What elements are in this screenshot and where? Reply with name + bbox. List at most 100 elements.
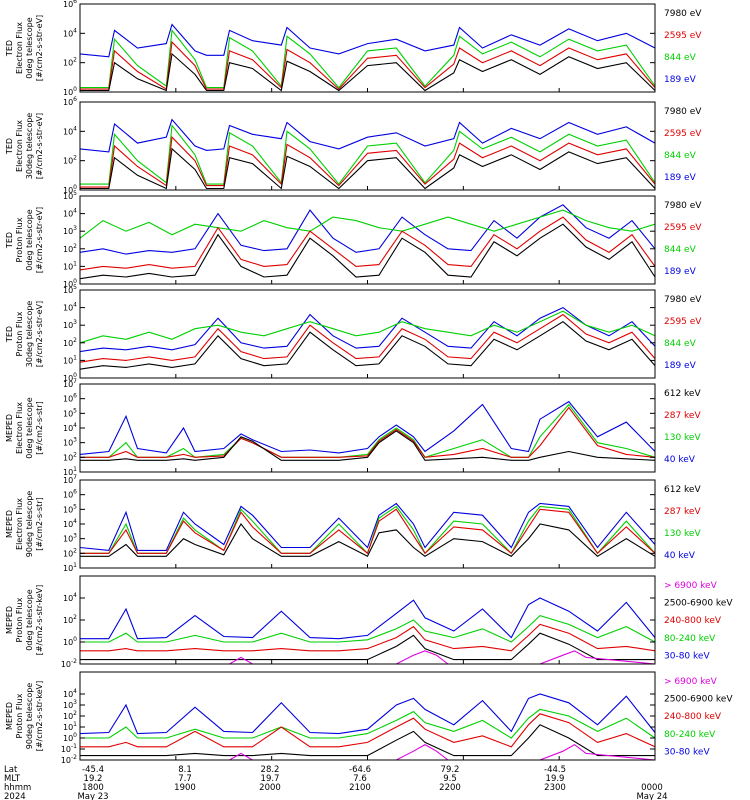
panel-2-series-2 [79, 216, 656, 271]
xaxis-tick-1-row-1: 7.7 [178, 774, 192, 784]
xaxis-tick-0-row-0: -45.4 [82, 765, 104, 775]
panel-5-ytick-label-4: 105 [63, 503, 77, 514]
panel-5-ylabel-0: MEPED [5, 510, 14, 538]
panel-1-legend-1: 2595 eV [664, 129, 702, 139]
panel-2-legend-1: 2595 eV [664, 223, 702, 233]
panel-3-ylabel-0: TED [5, 326, 14, 343]
panel-7-ytick-label-0: 10-2 [61, 754, 77, 765]
xaxis-tick-5-row-1: 19.9 [546, 774, 565, 784]
panel-5-legend-1: 287 keV [664, 507, 701, 517]
panel-6-ylabel-2: 0deg telescope [25, 589, 34, 650]
panel-4-series-0 [79, 400, 656, 455]
panel-6-ytick-label-2: 102 [63, 614, 77, 625]
panel-0-ytick-label-0: 100 [63, 86, 77, 97]
xaxis-row-label-1: MLT [4, 774, 21, 784]
panel-4-series-3 [80, 430, 656, 461]
xaxis-tick-3-row-2: 2100 [349, 783, 371, 793]
panel-1-ytick-label-1: 102 [63, 155, 77, 166]
panel-1-ylabel-1: Electron Flux [15, 120, 24, 172]
xaxis-tick-3-row-0: -64.6 [349, 765, 371, 775]
xaxis-tick-2-row-0: 28.2 [261, 765, 280, 775]
panel-5-series-2 [80, 508, 656, 555]
panel-6-legend-3: 80-240 keV [664, 634, 716, 644]
panel-0-ytick-label-1: 102 [63, 57, 77, 68]
panel-7-ytick-label-6: 104 [63, 688, 77, 699]
panel-4-legend-1: 287 keV [664, 411, 701, 421]
panel-1-ylabel-0: TED [5, 138, 14, 155]
panel-6-legend-1: 2500-6900 keV [664, 599, 733, 609]
panel-7-ylabel-0: MEPED [5, 702, 14, 730]
panel-6-legend-2: 240-800 keV [664, 616, 722, 626]
panel-5-ylabel-2: 90deg telescope [25, 491, 34, 558]
panel-7-legend-1: 2500-6900 keV [664, 695, 733, 705]
xaxis-tick-0-row-3: May 23 [77, 792, 108, 800]
panel-3-legend-1: 2595 eV [664, 317, 702, 327]
panel-7-legend-2: 240-800 keV [664, 712, 722, 722]
panel-6-ytick-label-1: 100 [63, 636, 77, 647]
panel-0-series-2 [80, 40, 656, 91]
xaxis-row-label-0: Lat [4, 765, 18, 775]
panel-2-series-3 [79, 223, 656, 280]
panel-2-ylabel-2: 0deg telescope [25, 209, 34, 270]
panel-6-series-2 [80, 623, 656, 652]
panel-5-ylabel-3: [#/cm2-s-str] [35, 497, 44, 550]
xaxis-tick-2-row-2: 2000 [259, 783, 281, 793]
panel-3-legend-3: 189 eV [664, 361, 697, 371]
panel-7-series-4 [80, 743, 656, 761]
panel-0-legend-0: 7980 eV [664, 9, 702, 19]
xaxis-row-label-2: hhmm [4, 783, 31, 793]
xaxis-tick-0-row-1: 19.2 [84, 774, 103, 784]
panel-1-series-1 [80, 124, 656, 185]
panel-0-legend-1: 2595 eV [664, 31, 702, 41]
panel-7-series-3 [80, 724, 655, 757]
panel-2-ytick-label-3: 103 [63, 225, 77, 236]
panel-2-ylabel-0: TED [5, 232, 14, 249]
panel-5-ytick-label-1: 102 [63, 547, 77, 558]
panel-2-legend-2: 844 eV [664, 245, 697, 255]
panel-2-legend-0: 7980 eV [664, 201, 702, 211]
panel-4-ytick-label-2: 103 [63, 437, 77, 448]
panel-3-series-2 [79, 313, 656, 363]
panel-6-series-1 [80, 614, 656, 643]
panel-4-ylabel-2: 0deg telescope [25, 397, 34, 458]
panel-7-series-2 [80, 713, 656, 748]
panel-4-ylabel-3: [#/cm2-s-str] [35, 401, 44, 454]
panel-7-ylabel-1: Proton Flux [15, 693, 24, 738]
panel-3-ylabel-2: 30deg telescope [25, 301, 34, 368]
panel-6-ylabel-0: MEPED [5, 606, 14, 634]
panel-7-ytick-label-5: 103 [63, 699, 77, 710]
panel-3-ytick-label-2: 102 [63, 337, 77, 348]
panel-6-legend-0: > 6900 keV [664, 581, 718, 591]
panel-0-legend-3: 189 eV [664, 75, 697, 85]
panel-5-ytick-label-6: 107 [63, 474, 77, 485]
panel-2-series-1 [79, 209, 656, 239]
xaxis-tick-4-row-1: 9.5 [443, 774, 457, 784]
panel-1-ytick-label-2: 104 [63, 125, 77, 136]
panel-2-ytick-label-2: 102 [63, 243, 77, 254]
panel-3-series-0 [79, 306, 656, 353]
panel-3-series-1 [79, 310, 656, 344]
panel-5-legend-0: 612 keV [664, 485, 701, 495]
panel-5-legend-3: 40 keV [664, 551, 696, 561]
panel-2-legend-3: 189 eV [664, 267, 697, 277]
panel-4-legend-0: 612 keV [664, 389, 701, 399]
panel-2-series-0 [79, 204, 656, 255]
panel-5-ylabel-1: Electron Flux [15, 498, 24, 550]
panel-0-ylabel-3: [#/cm2-s-str-eV] [35, 15, 44, 81]
panel-6-series-4 [80, 650, 656, 665]
panel-2-ytick-label-0: 100 [63, 278, 77, 289]
panel-7-series-1 [80, 708, 656, 739]
panel-4-series-2 [80, 406, 656, 458]
panel-6-series-3 [80, 632, 655, 661]
panel-3-ytick-label-3: 103 [63, 319, 77, 330]
panel-2-frame [79, 195, 656, 285]
panel-4-series-1 [80, 403, 656, 458]
panel-0-ytick-label-3: 106 [63, 0, 77, 9]
xaxis-tick-4-row-2: 2200 [439, 783, 461, 793]
panel-1-ytick-label-0: 100 [63, 184, 77, 195]
panel-5-ytick-label-3: 104 [63, 518, 77, 529]
panel-1-legend-3: 189 eV [664, 173, 697, 183]
panel-5-series-0 [79, 502, 656, 551]
panel-1-ylabel-3: [#/cm2-s-str-eV] [35, 113, 44, 179]
